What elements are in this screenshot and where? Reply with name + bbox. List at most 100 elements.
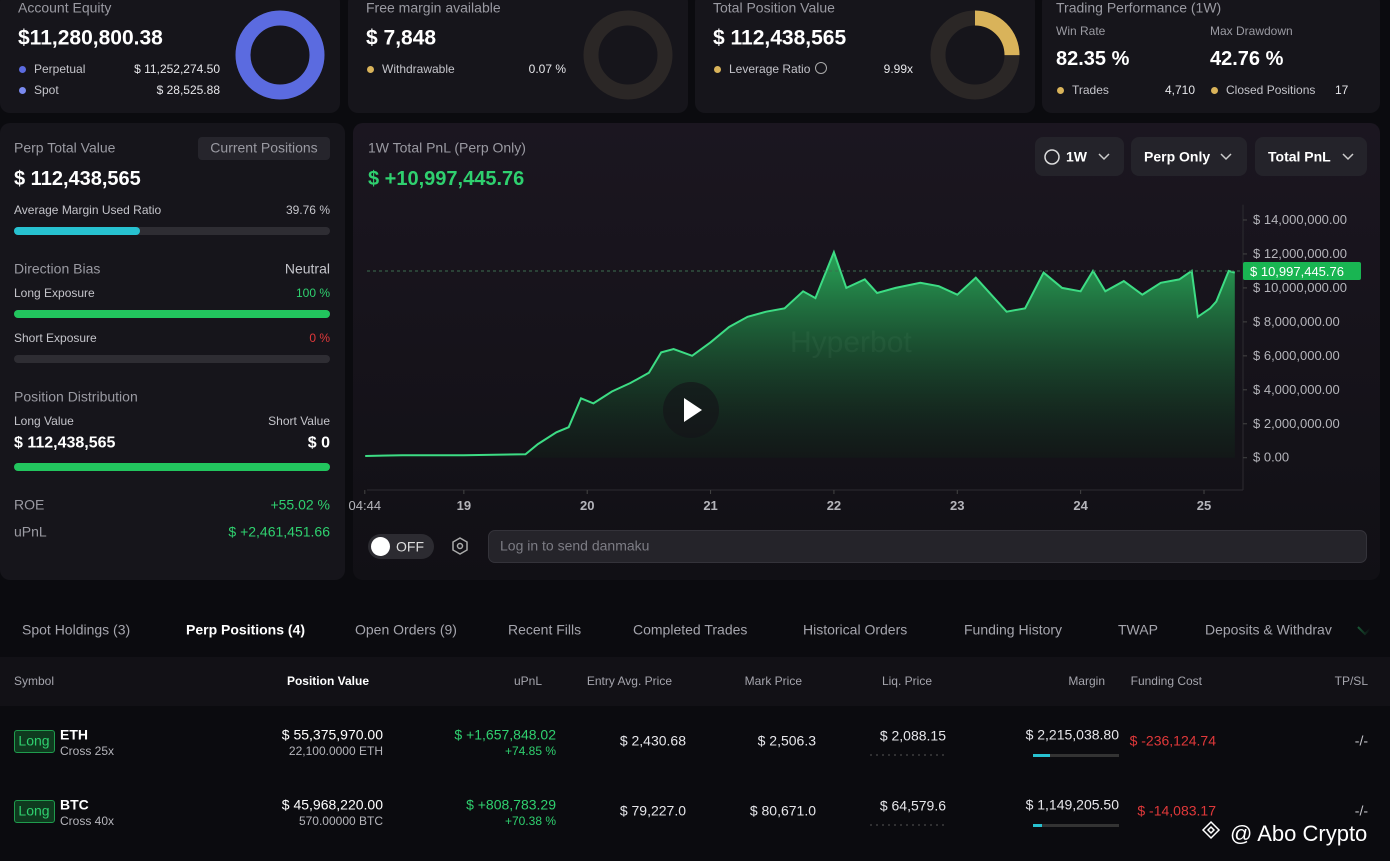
current-positions-button[interactable]: [198, 137, 330, 160]
donut: [235, 10, 325, 100]
mark-price: $ 80,671.0: [749, 802, 816, 819]
upnl-percent: +74.85 %: [504, 743, 556, 758]
toggle-knob: [371, 537, 390, 556]
dropdown-label[interactable]: Total PnL: [1268, 148, 1331, 165]
symbol: ETH: [60, 726, 88, 743]
margin-track: [1033, 754, 1119, 757]
donut-arc: [930, 10, 1020, 100]
stat-value: $ +2,461,451.66: [228, 523, 330, 540]
section-title: Direction Bias: [14, 260, 101, 277]
card-title: Total Position Value: [713, 0, 835, 16]
legend-dot: [1210, 86, 1218, 94]
section-title: Position Distribution: [14, 388, 138, 405]
margin: $ 2,215,038.80: [1025, 726, 1119, 743]
stat-label: Average Margin Used Ratio: [14, 202, 162, 217]
toggle-label[interactable]: OFF: [396, 538, 424, 555]
stat-label: ROE: [14, 496, 45, 513]
stat-value: 100 %: [295, 285, 330, 300]
margin-fill: [1033, 754, 1050, 757]
upnl: $ +808,783.29: [466, 796, 556, 813]
distribution-bar: [14, 463, 330, 471]
stat-value: +55.02 %: [270, 496, 330, 513]
perp-panel: [0, 123, 345, 580]
tab[interactable]: Perp Positions (4): [186, 621, 306, 638]
position-size: 570.00000 BTC: [298, 813, 383, 828]
row-label: Withdrawable: [382, 61, 455, 76]
tab[interactable]: Spot Holdings (3): [22, 621, 131, 638]
side-badge: [14, 730, 55, 753]
bar-track: [14, 227, 330, 235]
column-header[interactable]: Liq. Price: [881, 673, 932, 688]
stat-value: 82.35 %: [1056, 48, 1130, 70]
donut-track: [583, 10, 673, 100]
dropdown-label[interactable]: 1W: [1066, 148, 1087, 165]
watermark: @ Abo Crypto: [1230, 820, 1368, 846]
row-label: Spot: [34, 82, 59, 97]
stat-value: $ 0: [307, 434, 330, 452]
tab[interactable]: Recent Fills: [508, 621, 582, 638]
upnl: $ +1,657,848.02: [454, 726, 556, 743]
tab[interactable]: Completed Trades: [633, 621, 748, 638]
side: Long: [18, 732, 50, 749]
funding-cost: $ -14,083.17: [1137, 802, 1216, 819]
row-value: 17: [1335, 82, 1349, 97]
tab[interactable]: Funding History: [964, 621, 1063, 638]
button-label[interactable]: Current Positions: [210, 139, 318, 156]
table-header: [0, 657, 1390, 706]
column-header[interactable]: TP/SL: [1334, 673, 1368, 688]
stat-label: Short Value: [268, 413, 330, 428]
bar-fill: [14, 310, 330, 318]
dropdown-label[interactable]: Perp Only: [1144, 148, 1211, 165]
stat-value: 42.76 %: [1210, 48, 1284, 70]
card-value: $ 7,848: [366, 26, 437, 50]
legend-dot: [366, 65, 374, 73]
tab[interactable]: Open Orders (9): [355, 621, 457, 638]
row-value: $ 28,525.88: [156, 82, 220, 97]
bar-fill: [14, 227, 140, 235]
column-header[interactable]: uPnL: [513, 673, 542, 688]
tab[interactable]: Deposits & Withdrav: [1205, 621, 1332, 638]
side-badge: [14, 800, 55, 823]
position-value: $ 55,375,970.00: [281, 726, 383, 743]
column-header[interactable]: Position Value: [286, 673, 369, 688]
card-value: $11,280,800.38: [18, 26, 163, 50]
stat-value: Neutral: [284, 260, 330, 277]
upnl-percent: +70.38 %: [504, 813, 556, 828]
column-header[interactable]: Funding Cost: [1130, 673, 1202, 688]
stat-value: 0 %: [309, 330, 330, 345]
column-header[interactable]: Symbol: [14, 673, 55, 688]
chart-total: $ +10,997,445.76: [368, 168, 525, 190]
card-value: $ 112,438,565: [713, 26, 847, 50]
margin-mode: Cross 25x: [60, 743, 115, 758]
side: Long: [18, 802, 50, 819]
row-value: 4,710: [1164, 82, 1195, 97]
tab[interactable]: Historical Orders: [803, 621, 908, 638]
tab-fade: [1340, 612, 1390, 648]
margin-mode: Cross 40x: [60, 813, 115, 828]
legend-dot: [18, 86, 26, 94]
tab[interactable]: TWAP: [1118, 621, 1158, 638]
position-size: 22,100.0000 ETH: [288, 743, 383, 758]
row-value: 9.99x: [883, 61, 913, 76]
column-header[interactable]: Entry Avg. Price: [586, 673, 672, 688]
danmaku-input[interactable]: [488, 530, 1367, 563]
stat-label: Short Exposure: [14, 330, 97, 345]
liq-price: $ 64,579.6: [879, 797, 946, 814]
donut: [583, 10, 673, 100]
legend-dot: [18, 65, 26, 73]
row-label: Trades: [1072, 82, 1109, 97]
chart-panel: [353, 123, 1380, 580]
panel-title: Perp Total Value: [14, 139, 116, 156]
stat-label: Max Drawdown: [1210, 23, 1293, 38]
input-placeholder[interactable]: Log in to send danmaku: [500, 537, 650, 554]
column-header[interactable]: Margin: [1068, 673, 1105, 688]
liq-price: $ 2,088.15: [879, 727, 946, 744]
stat-value: $ 112,438,565: [14, 434, 116, 452]
entry-price: $ 2,430.68: [619, 732, 686, 749]
stat-label: Long Value: [14, 413, 74, 428]
column-header[interactable]: Mark Price: [744, 673, 802, 688]
bar-track: [14, 355, 330, 363]
position-value: $ 45,968,220.00: [281, 796, 383, 813]
card-title: Free margin available: [366, 0, 501, 16]
